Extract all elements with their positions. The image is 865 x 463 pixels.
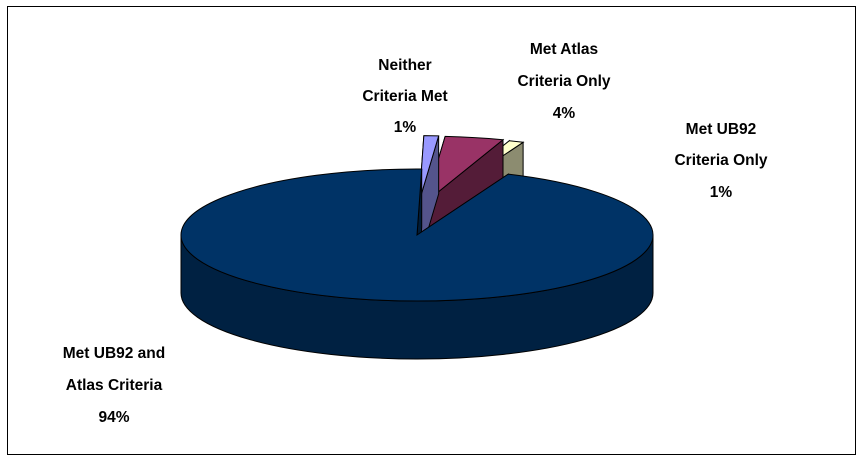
slice-top-face	[180, 168, 654, 302]
slice-label-value: 1%	[394, 119, 417, 136]
slice-label-value: 1%	[710, 184, 733, 201]
slice-label-line: Criteria Only	[674, 152, 767, 169]
slice-label-line: Met Atlas	[530, 41, 598, 58]
label-layer: Met UB92 and Atlas Criteria 94% Neither …	[63, 41, 768, 426]
slice-label-line: Criteria Only	[517, 73, 610, 90]
slice-label-value: 4%	[553, 105, 576, 122]
slice-label-line: Atlas Criteria	[66, 377, 163, 394]
chart-area: Met UB92 and Atlas Criteria 94% Neither …	[7, 6, 856, 455]
pie-slice	[180, 168, 654, 360]
slice-top-face	[418, 135, 440, 202]
slice-layer	[180, 135, 654, 360]
slice-label-line: Neither	[378, 57, 431, 74]
slice-label-line: Met UB92	[686, 121, 757, 138]
slice-top-face	[424, 135, 505, 204]
slice-label-value: 94%	[98, 409, 129, 426]
slice-label-line: Met UB92 and	[63, 345, 166, 362]
slice-label-line: Criteria Met	[362, 88, 447, 105]
pie-chart: Met UB92 and Atlas Criteria 94% Neither …	[63, 41, 768, 426]
